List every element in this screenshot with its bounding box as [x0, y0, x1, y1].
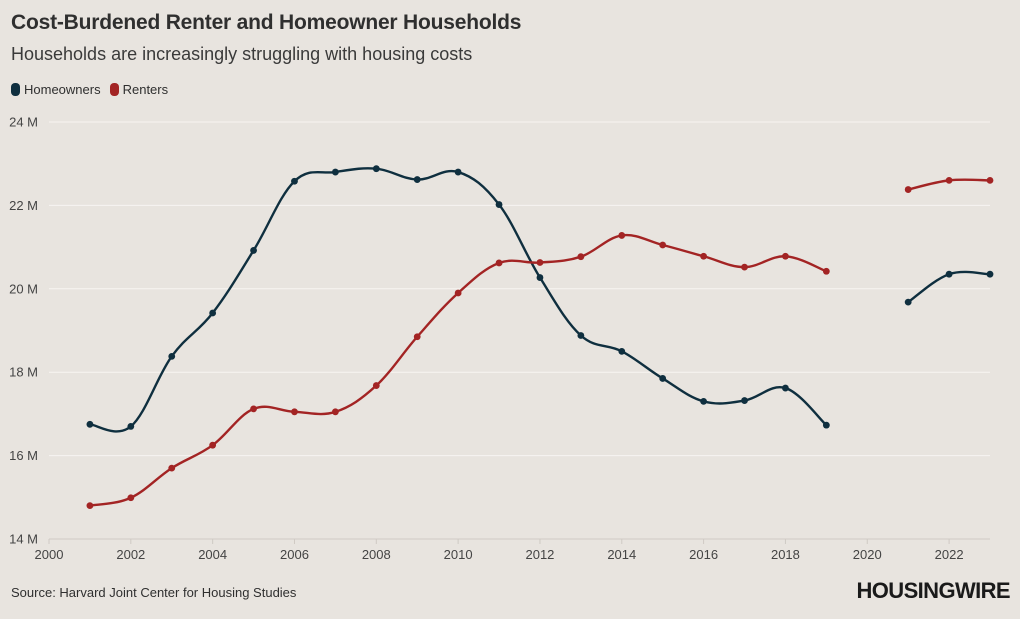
data-point-homeowners [291, 177, 298, 185]
series-line-renters [88, 233, 828, 507]
legend-swatch-renters [109, 83, 119, 96]
data-point-renters [250, 405, 257, 413]
data-point-homeowners [168, 352, 176, 360]
series-line-homeowners [88, 167, 828, 433]
data-point-renters [986, 176, 994, 184]
y-tick-label: 22 M [9, 198, 38, 213]
data-point-renters [372, 382, 380, 389]
data-point-homeowners [454, 168, 462, 176]
data-point-renters [659, 241, 667, 249]
legend-swatch-homeowners [11, 83, 20, 96]
x-tick-label: 2000 [35, 547, 64, 562]
data-point-homeowners [741, 397, 748, 404]
x-tick-label: 2018 [771, 547, 800, 562]
data-point-homeowners [372, 165, 380, 173]
data-point-homeowners [413, 176, 421, 183]
x-tick-label: 2010 [444, 547, 473, 562]
data-point-renters [291, 408, 298, 416]
source-note: Source: Harvard Joint Center for Housing… [11, 585, 297, 600]
data-point-homeowners [86, 420, 94, 428]
data-point-homeowners [250, 247, 257, 254]
data-point-homeowners [904, 298, 912, 306]
data-point-renters [536, 259, 544, 266]
data-point-renters [86, 502, 94, 510]
x-tick-label: 2006 [280, 547, 309, 562]
data-point-homeowners [536, 274, 544, 281]
data-point-homeowners [822, 421, 830, 429]
data-point-homeowners [986, 270, 994, 278]
data-point-homeowners [782, 384, 789, 392]
data-point-renters [904, 186, 912, 193]
legend-label-homeowners: Homeowners [24, 82, 101, 97]
legend-item-renters[interactable]: Renters [109, 82, 169, 97]
data-point-renters [495, 259, 503, 267]
legend-label-renters: Renters [122, 82, 169, 97]
x-tick-label: 2014 [607, 547, 636, 562]
y-tick-label: 16 M [9, 448, 38, 463]
data-point-homeowners [618, 347, 626, 355]
x-tick-label: 2016 [689, 547, 718, 562]
x-tick-label: 2008 [362, 547, 391, 562]
data-point-renters [127, 494, 135, 502]
data-point-renters [822, 267, 830, 275]
y-tick-label: 14 M [9, 532, 38, 547]
data-point-renters [741, 263, 748, 271]
data-point-homeowners [945, 270, 953, 278]
data-point-renters [782, 252, 789, 260]
data-point-renters [168, 464, 176, 472]
data-point-renters [700, 252, 708, 260]
y-tick-label: 20 M [9, 281, 38, 296]
legend-item-homeowners[interactable]: Homeowners [11, 82, 101, 97]
data-point-homeowners [577, 332, 585, 339]
chart-subtitle: Households are increasingly struggling w… [11, 44, 473, 64]
y-tick-label: 18 M [9, 365, 38, 380]
data-point-homeowners [127, 423, 135, 430]
data-point-renters [454, 289, 462, 297]
data-point-homeowners [495, 201, 503, 208]
legend: Homeowners Renters [11, 82, 168, 97]
y-tick-label: 24 M [9, 115, 38, 130]
x-tick-label: 2012 [525, 547, 554, 562]
x-tick-label: 2020 [853, 547, 882, 562]
data-point-homeowners [331, 168, 339, 176]
x-tick-label: 2022 [935, 547, 964, 562]
data-point-homeowners [209, 309, 217, 317]
brand-logo: HOUSINGWIRE [856, 578, 1010, 603]
data-point-renters [331, 408, 339, 416]
data-point-homeowners [700, 397, 708, 405]
data-point-renters [413, 333, 421, 341]
chart-title: Cost-Burdened Renter and Homeowner House… [11, 11, 522, 34]
data-point-renters [209, 441, 217, 449]
x-tick-label: 2002 [116, 547, 145, 562]
data-point-renters [577, 253, 585, 261]
data-point-renters [618, 232, 626, 239]
data-point-renters [945, 176, 953, 184]
data-point-homeowners [659, 375, 667, 382]
x-tick-label: 2004 [198, 547, 227, 562]
